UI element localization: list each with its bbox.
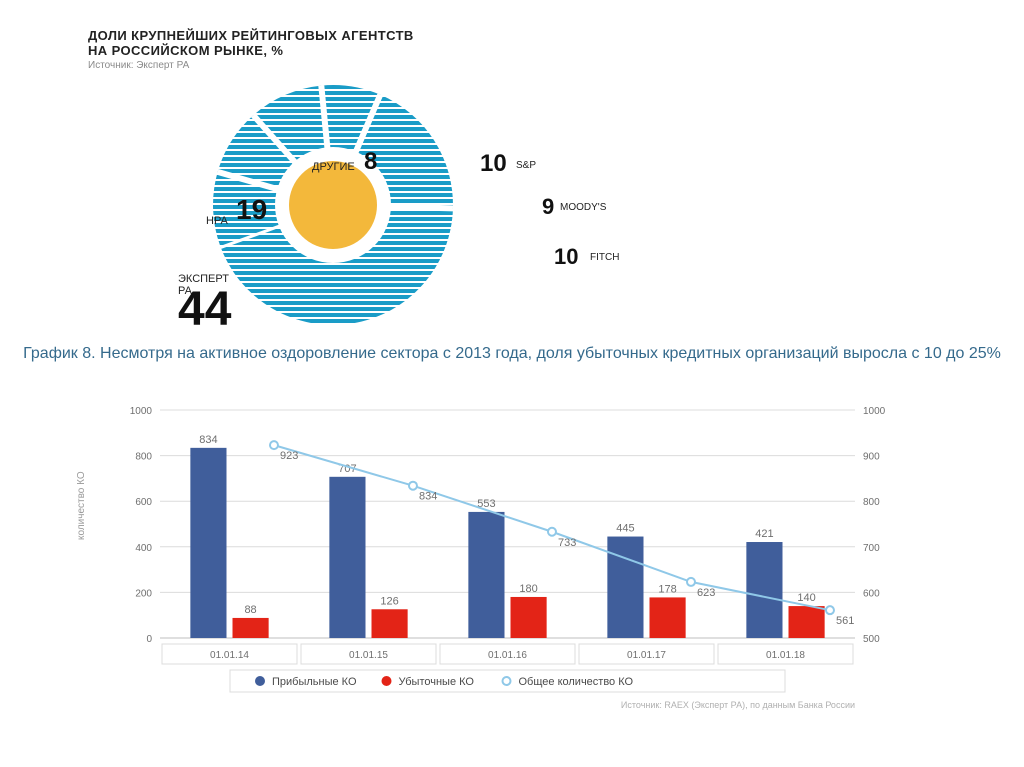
page: ДОЛИ КРУПНЕЙШИХ РЕЙТИНГОВЫХ АГЕНТСТВ НА …: [0, 0, 1024, 767]
bar-value-label: 88: [244, 604, 256, 616]
donut-label-value: 8: [364, 148, 377, 176]
yaxis-right-tick: 900: [863, 452, 880, 463]
bar-value-label: 178: [658, 583, 676, 595]
bar-chart-yaxis-title: количество КО: [76, 471, 87, 540]
legend-marker-icon: [503, 677, 511, 685]
donut-header: ДОЛИ КРУПНЕЙШИХ РЕЙТИНГОВЫХ АГЕНТСТВ НА …: [88, 28, 414, 71]
line-marker: [548, 528, 556, 536]
line-value-label: 834: [419, 491, 437, 503]
bar-value-label: 180: [519, 583, 537, 595]
bar-chart: 0 200 400 600 800 1000 500 600 700 800 900 1000 01.0…: [100, 396, 915, 726]
yaxis-left-tick: 600: [135, 497, 152, 508]
category-label: 01.01.16: [488, 650, 527, 661]
donut-chart: ЭКСПЕРТ РА44НРА19ДРУГИЕ8S&P10MOODY'S9FIT…: [88, 72, 588, 342]
bar-unprofitable: [650, 597, 686, 638]
legend-marker-icon: [255, 676, 265, 686]
category-label: 01.01.15: [349, 650, 388, 661]
category-label: 01.01.14: [210, 650, 249, 661]
donut-label-value: 10: [480, 150, 507, 178]
legend-profitable: Прибыльные КО: [272, 676, 357, 688]
legend-marker-icon: [382, 676, 392, 686]
yaxis-left-tick: 200: [135, 588, 152, 599]
donut-label-name: MOODY'S: [560, 202, 606, 213]
yaxis-right-tick: 600: [863, 588, 880, 599]
donut-title-line2: НА РОССИЙСКОМ РЫНКЕ, %: [88, 43, 414, 58]
bar-unprofitable: [372, 609, 408, 638]
bar-unprofitable: [789, 606, 825, 638]
yaxis-left-tick: 800: [135, 452, 152, 463]
line-marker: [270, 441, 278, 449]
donut-label-name: НРА: [206, 215, 228, 227]
line-value-label: 733: [558, 537, 576, 549]
line-marker: [409, 482, 417, 490]
donut-label-name: ДРУГИЕ: [312, 161, 355, 173]
line-marker: [687, 578, 695, 586]
bar-chart-svg: 0 200 400 600 800 1000 500 600 700 800 900 1000 01.0…: [100, 396, 915, 726]
line-value-label: 923: [280, 450, 298, 462]
yaxis-right-tick: 700: [863, 543, 880, 554]
donut-label-value: 44: [178, 282, 231, 337]
category-label: 01.01.17: [627, 650, 666, 661]
bar-profitable: [190, 448, 226, 638]
donut-label-name: FITCH: [590, 252, 619, 263]
donut-label-name: S&P: [516, 160, 536, 171]
bar-unprofitable: [511, 597, 547, 638]
yaxis-right-tick: 500: [863, 634, 880, 645]
bar-value-label: 445: [616, 523, 634, 535]
legend-total: Общее количество КО: [519, 676, 634, 688]
line-marker: [826, 606, 834, 614]
bar-value-label: 140: [797, 592, 815, 604]
donut-title-line1: ДОЛИ КРУПНЕЙШИХ РЕЙТИНГОВЫХ АГЕНТСТВ: [88, 28, 414, 43]
yaxis-left-tick: 0: [146, 634, 152, 645]
donut-label-value: 19: [236, 194, 267, 226]
legend-unprofitable: Убыточные КО: [399, 676, 475, 688]
yaxis-left-tick: 400: [135, 543, 152, 554]
bar-profitable: [468, 512, 504, 638]
yaxis-right-tick: 1000: [863, 406, 886, 417]
bar-profitable: [607, 537, 643, 638]
bar-value-label: 834: [199, 434, 217, 446]
category-label: 01.01.18: [766, 650, 805, 661]
bar-chart-source: Источник: RAEX (Эксперт РА), по данным Б…: [621, 700, 855, 710]
bar-chart-title: График 8. Несмотря на активное оздоровле…: [0, 345, 1024, 363]
bar-value-label: 126: [380, 595, 398, 607]
donut-label-value: 9: [542, 194, 554, 220]
bar-unprofitable: [233, 618, 269, 638]
line-value-label: 561: [836, 615, 854, 627]
donut-source: Источник: Эксперт РА: [88, 60, 414, 71]
bar-value-label: 421: [755, 528, 773, 540]
yaxis-right-tick: 800: [863, 497, 880, 508]
line-value-label: 623: [697, 587, 715, 599]
bar-profitable: [329, 477, 365, 638]
yaxis-left-tick: 1000: [130, 406, 153, 417]
donut-label-value: 10: [554, 244, 578, 270]
bar-profitable: [746, 542, 782, 638]
